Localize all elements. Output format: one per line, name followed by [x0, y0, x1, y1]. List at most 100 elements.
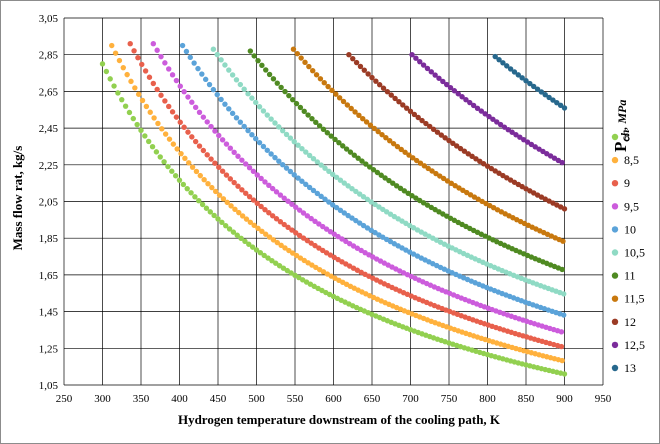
data-point	[417, 160, 424, 166]
data-point	[318, 162, 324, 168]
series-10-5	[210, 46, 567, 297]
data-point	[155, 120, 161, 127]
data-point	[233, 77, 240, 83]
data-point	[260, 108, 267, 114]
data-point	[312, 242, 318, 249]
data-point	[557, 102, 564, 109]
data-points	[99, 40, 568, 377]
data-point	[284, 267, 290, 274]
data-point	[280, 265, 287, 271]
data-point	[349, 215, 355, 221]
y-tick-label: 2,25	[39, 160, 59, 172]
legend-marker	[611, 318, 619, 325]
data-point	[109, 42, 115, 49]
data-point	[154, 86, 160, 93]
data-point	[142, 133, 148, 139]
data-point	[505, 127, 511, 133]
series-9-5	[150, 40, 565, 335]
data-point	[139, 97, 146, 104]
x-tick-label: 450	[210, 393, 227, 405]
data-point	[367, 122, 374, 128]
data-point	[429, 168, 435, 174]
data-point	[444, 178, 451, 184]
y-tick-label: 1,25	[39, 343, 59, 355]
data-point	[236, 209, 242, 216]
data-point	[228, 203, 234, 209]
y-tick-label: 2,85	[39, 50, 59, 62]
data-point	[273, 216, 280, 222]
data-point	[182, 155, 188, 161]
data-point	[473, 156, 479, 162]
data-point	[380, 206, 386, 213]
data-point	[166, 103, 172, 110]
data-point	[173, 77, 180, 84]
data-point	[356, 191, 363, 197]
data-point	[209, 184, 215, 191]
data-point	[272, 120, 278, 126]
data-point	[558, 343, 565, 350]
data-point	[467, 99, 473, 106]
x-tick-label: 850	[518, 393, 535, 405]
y-tick-label: 2,65	[39, 86, 59, 98]
y-tick-label: 2,05	[39, 197, 59, 209]
data-point	[143, 103, 150, 110]
data-point	[306, 63, 312, 70]
data-point	[347, 149, 354, 155]
data-point	[314, 159, 321, 165]
data-point	[402, 149, 408, 155]
data-point	[251, 53, 257, 59]
data-point	[139, 61, 145, 68]
data-point	[286, 247, 292, 254]
data-point	[135, 91, 142, 97]
data-point	[226, 226, 233, 232]
legend-label: 11	[624, 269, 636, 283]
data-point	[216, 192, 223, 198]
data-point	[264, 112, 270, 118]
data-point	[351, 152, 357, 158]
data-point	[333, 174, 340, 180]
data-point	[216, 164, 222, 170]
data-point	[428, 69, 434, 75]
data-point	[245, 90, 251, 97]
y-tick-label: 1,05	[39, 380, 59, 392]
data-point	[313, 72, 320, 78]
data-point	[270, 237, 277, 243]
data-point	[325, 83, 331, 90]
data-point	[176, 177, 183, 183]
data-point	[321, 80, 327, 86]
data-point	[478, 108, 485, 114]
data-point	[290, 46, 297, 52]
legend-label: 12	[624, 315, 636, 329]
data-point	[186, 160, 192, 166]
data-point	[134, 121, 140, 128]
data-point	[379, 131, 385, 138]
data-point	[560, 238, 566, 244]
data-point	[112, 50, 119, 56]
data-point	[169, 168, 175, 174]
data-point	[350, 55, 356, 62]
data-point	[470, 102, 477, 109]
data-point	[189, 164, 196, 170]
legend-marker	[611, 133, 619, 141]
legend-label: 10,5	[624, 246, 645, 260]
data-point	[196, 109, 203, 115]
data-point	[162, 131, 169, 137]
data-point	[272, 154, 278, 161]
data-point	[287, 135, 294, 141]
data-point	[331, 231, 337, 237]
data-point	[336, 95, 343, 101]
data-point	[266, 71, 273, 78]
data-point	[227, 176, 234, 182]
data-point	[235, 183, 241, 189]
data-point	[204, 119, 210, 125]
data-point	[281, 195, 287, 201]
data-point	[214, 91, 220, 98]
data-point	[269, 185, 276, 192]
data-point	[434, 129, 441, 135]
data-point	[124, 71, 130, 78]
data-point	[355, 155, 361, 161]
data-point	[390, 140, 397, 147]
y-tick-label: 2,45	[39, 123, 59, 135]
data-point	[320, 223, 326, 230]
data-point	[383, 134, 389, 141]
